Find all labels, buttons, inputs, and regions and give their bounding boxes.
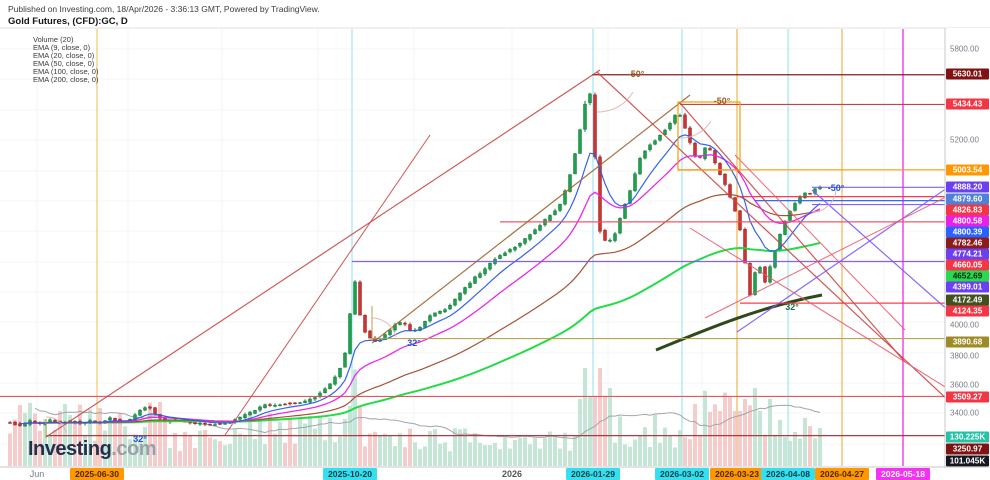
price-tick: 5800.00	[950, 44, 979, 54]
price-badge: 3509.27	[946, 391, 989, 403]
price-badge: 4124.35	[946, 305, 989, 317]
date-badge: 2026-01-29	[566, 468, 620, 480]
price-badge: 5003.54	[946, 164, 989, 176]
price-tick: 4000.00	[950, 320, 979, 330]
price-badge: 4172.49	[946, 294, 989, 306]
date-badge: 2025-06-30	[70, 468, 124, 480]
indicator-legend: Volume (20) EMA (9, close, 0) EMA (20, clo…	[33, 36, 98, 83]
legend-item: EMA (50, close, 0)	[33, 58, 95, 68]
price-badge: 4774.21	[946, 248, 989, 260]
date-badge: 2026-04-08	[761, 468, 815, 480]
price-axis[interactable]: 5800.00 5200.00 4000.00 3800.00 3600.00 3400.…	[946, 28, 990, 467]
price-badge: 4800.58	[946, 215, 989, 227]
legend-item: EMA (20, close, 0)	[33, 50, 95, 60]
price-badge: 4660.05	[946, 259, 989, 271]
price-badge: 3250.97	[946, 443, 989, 455]
price-badge: 4399.01	[946, 281, 989, 293]
price-badge: 4826.83	[946, 204, 989, 216]
price-badge: 130.225K	[946, 431, 989, 443]
ema-lines	[19, 134, 823, 425]
investing-logo-tld: .com	[111, 438, 156, 460]
price-badge: 101.045K	[946, 455, 989, 467]
pane-frame	[0, 27, 990, 480]
published-line: Published on Investing.com, 18/Apr/2026 …	[8, 4, 320, 14]
price-tick: 3800.00	[950, 351, 979, 361]
legend-item: EMA (200, close, 0)	[33, 74, 99, 84]
time-label: Jun	[29, 469, 45, 479]
volume-bars	[8, 368, 822, 466]
date-badge: 2026-04-27	[815, 468, 869, 480]
price-badge: 4888.20	[946, 181, 989, 193]
investing-logo-text: Investing	[28, 438, 112, 460]
event-vertical-lines	[96, 29, 904, 466]
price-badge: 4879.60	[946, 193, 989, 205]
price-badge: 4652.69	[946, 270, 989, 282]
legend-item: EMA (100, close, 0)	[33, 66, 99, 76]
investing-logo: Investing.com	[28, 438, 156, 461]
price-tick: 3400.00	[950, 408, 979, 418]
date-badge: 2026-03-02	[655, 468, 709, 480]
price-badge: 5630.01	[946, 68, 989, 80]
symbol-title: Gold Futures, (CFD):GC, D	[8, 16, 128, 27]
date-badge: 2026-03-23	[710, 468, 764, 480]
price-tick: 5200.00	[950, 135, 979, 145]
date-badge: 2025-10-20	[323, 468, 377, 480]
legend-item: EMA (9, close, 0)	[33, 42, 91, 52]
legend-item: Volume (20)	[33, 35, 74, 44]
date-badge: 2026-05-18	[876, 468, 930, 480]
time-label: 2026	[501, 469, 523, 479]
drawing-objects	[0, 69, 945, 438]
price-badge: 5434.43	[946, 98, 989, 110]
time-axis[interactable]: Jun 2026 2025-06-30 2025-10-20 2026-01-29 202…	[0, 468, 990, 480]
price-badge: 3890.68	[946, 336, 989, 348]
price-badge: 4782.46	[946, 237, 989, 249]
price-tick: 3600.00	[950, 380, 979, 390]
price-badge: 4800.39	[946, 226, 989, 238]
